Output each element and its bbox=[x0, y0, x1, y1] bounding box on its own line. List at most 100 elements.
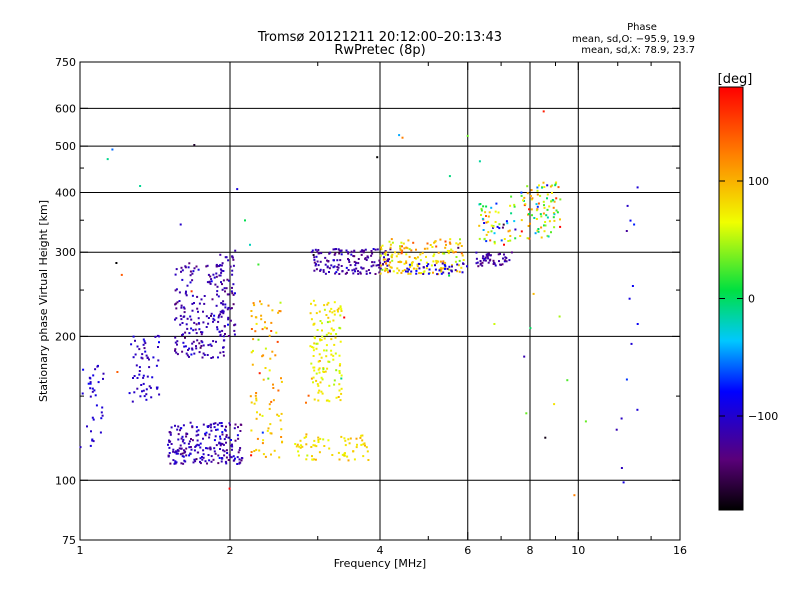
data-point bbox=[227, 316, 230, 319]
data-point bbox=[371, 261, 374, 264]
data-point bbox=[407, 272, 410, 275]
data-point bbox=[318, 451, 321, 454]
data-point bbox=[212, 340, 215, 343]
data-point bbox=[333, 265, 336, 268]
data-point bbox=[400, 251, 403, 254]
data-point bbox=[188, 262, 191, 265]
data-point bbox=[196, 443, 199, 446]
data-point bbox=[503, 253, 505, 256]
data-point bbox=[219, 313, 222, 316]
data-point bbox=[91, 416, 94, 419]
data-point bbox=[100, 411, 103, 414]
data-point bbox=[457, 264, 460, 267]
data-point bbox=[367, 459, 370, 461]
data-point bbox=[319, 437, 322, 440]
data-point bbox=[330, 332, 332, 335]
data-point bbox=[317, 249, 320, 251]
data-point bbox=[270, 432, 273, 435]
data-point bbox=[311, 458, 314, 461]
data-point bbox=[513, 203, 516, 206]
data-point bbox=[492, 261, 495, 264]
data-point bbox=[391, 259, 394, 262]
data-point bbox=[146, 375, 149, 378]
data-point bbox=[454, 251, 457, 253]
data-point bbox=[503, 238, 506, 240]
data-point bbox=[208, 436, 211, 439]
data-point bbox=[440, 270, 443, 273]
data-point bbox=[213, 439, 216, 442]
data-point bbox=[484, 211, 487, 214]
data-point bbox=[206, 425, 209, 428]
data-point bbox=[268, 369, 271, 372]
data-point bbox=[389, 261, 392, 264]
data-point bbox=[311, 346, 314, 348]
data-point bbox=[386, 258, 389, 261]
data-point bbox=[482, 229, 485, 231]
data-point bbox=[332, 266, 335, 269]
data-point bbox=[620, 417, 623, 420]
data-point bbox=[210, 280, 213, 283]
data-point bbox=[210, 357, 213, 359]
data-point bbox=[540, 226, 543, 229]
data-point bbox=[316, 260, 319, 263]
data-point bbox=[207, 317, 210, 319]
data-point bbox=[493, 323, 496, 325]
data-point bbox=[475, 262, 478, 265]
data-point bbox=[487, 215, 490, 218]
data-point bbox=[217, 356, 219, 359]
data-point bbox=[253, 450, 256, 452]
data-point bbox=[525, 412, 528, 415]
x-tick-label: 4 bbox=[377, 544, 384, 557]
data-point bbox=[95, 404, 98, 407]
data-point bbox=[441, 252, 444, 255]
data-point bbox=[204, 460, 207, 463]
data-point bbox=[89, 395, 92, 398]
data-point bbox=[201, 331, 204, 334]
data-point bbox=[305, 433, 308, 436]
data-point bbox=[82, 368, 85, 371]
data-point bbox=[338, 273, 341, 275]
data-point bbox=[181, 269, 184, 272]
data-point bbox=[537, 228, 540, 230]
data-point bbox=[216, 428, 219, 431]
data-point bbox=[401, 249, 404, 252]
data-point bbox=[444, 261, 447, 264]
data-point bbox=[231, 292, 234, 295]
data-point bbox=[367, 256, 370, 259]
data-point bbox=[341, 270, 344, 273]
data-point bbox=[628, 297, 631, 300]
data-point bbox=[150, 396, 153, 399]
data-point bbox=[195, 430, 198, 433]
data-point bbox=[337, 248, 340, 251]
data-point bbox=[195, 345, 197, 348]
data-point bbox=[257, 263, 260, 266]
data-point bbox=[183, 307, 186, 310]
data-point bbox=[231, 448, 233, 451]
data-point bbox=[448, 250, 451, 253]
data-point bbox=[207, 273, 210, 276]
data-point bbox=[337, 396, 340, 398]
data-point bbox=[353, 260, 356, 263]
data-point bbox=[485, 205, 488, 208]
data-point bbox=[380, 246, 382, 249]
data-point bbox=[530, 189, 533, 192]
data-point bbox=[230, 307, 233, 310]
data-point bbox=[214, 452, 217, 455]
data-points bbox=[79, 110, 639, 497]
data-point bbox=[222, 351, 225, 353]
data-point bbox=[212, 273, 215, 276]
data-point bbox=[250, 401, 253, 404]
data-point bbox=[195, 347, 198, 350]
data-point bbox=[206, 264, 209, 267]
data-point bbox=[310, 362, 313, 365]
data-point bbox=[226, 293, 229, 296]
data-point bbox=[281, 441, 283, 444]
data-point bbox=[252, 302, 255, 305]
data-point bbox=[221, 310, 223, 313]
data-point bbox=[176, 340, 179, 343]
data-point bbox=[450, 270, 453, 273]
data-point bbox=[423, 247, 426, 250]
data-point bbox=[215, 444, 218, 447]
data-point bbox=[189, 274, 192, 277]
data-point bbox=[206, 281, 209, 284]
